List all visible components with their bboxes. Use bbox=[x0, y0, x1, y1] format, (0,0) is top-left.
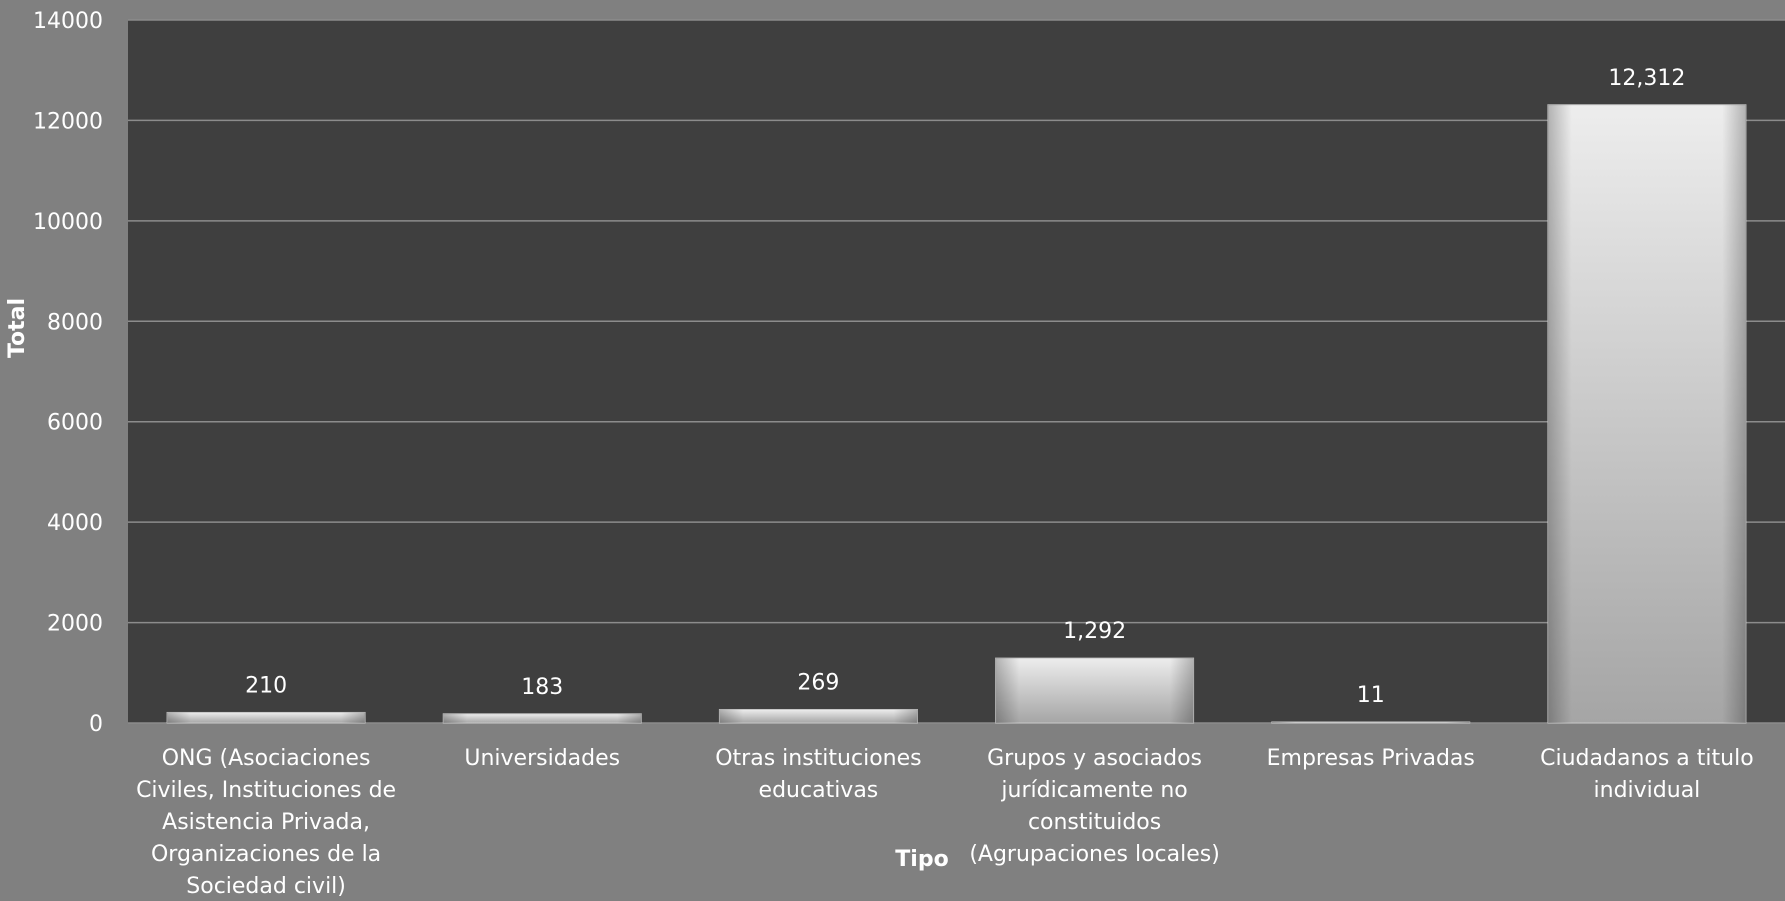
bar bbox=[166, 711, 366, 724]
y-tick-label: 4000 bbox=[47, 511, 103, 536]
x-tick-label: Grupos y asociados jurídicamente no consti… bbox=[969, 746, 1219, 867]
y-tick-label: 14000 bbox=[33, 9, 103, 34]
x-axis-title: Tipo bbox=[895, 847, 948, 872]
x-tick-label-line: Asistencia Privada, bbox=[162, 810, 370, 835]
x-tick-label: Empresas Privadas bbox=[1267, 746, 1475, 771]
data-label: 210 bbox=[245, 673, 287, 698]
y-axis-ticks: 0 2000 4000 6000 8000 10000 12000 14000 bbox=[33, 9, 103, 737]
bar-shading bbox=[719, 709, 918, 723]
data-label: 12,312 bbox=[1608, 66, 1685, 91]
y-axis-title: Total bbox=[5, 298, 30, 358]
data-label: 269 bbox=[797, 670, 839, 695]
x-axis-categories: ONG (Asociaciones Civiles, Instituciones … bbox=[136, 746, 1754, 899]
x-tick-label-line: jurídicamente no bbox=[1000, 778, 1187, 803]
bar-shading bbox=[1271, 722, 1470, 723]
bar bbox=[718, 708, 918, 724]
x-tick-label-line: Organizaciones de la bbox=[151, 842, 381, 867]
y-tick-label: 10000 bbox=[33, 210, 103, 235]
y-tick-label: 0 bbox=[89, 712, 103, 737]
bars bbox=[166, 104, 1747, 724]
bar-shading bbox=[1547, 104, 1746, 723]
y-tick-label: 12000 bbox=[33, 109, 103, 134]
x-tick-label: Otras instituciones educativas bbox=[715, 746, 921, 803]
x-tick-label: Ciudadanos a titulo individual bbox=[1540, 746, 1754, 803]
bar-shading bbox=[167, 712, 366, 723]
x-tick-label-line: Universidades bbox=[464, 746, 620, 771]
x-tick-label-line: constituidos bbox=[1028, 810, 1161, 835]
y-tick-label: 8000 bbox=[47, 310, 103, 335]
x-tick-label-line: Civiles, Instituciones de bbox=[136, 778, 396, 803]
bar bbox=[1271, 721, 1471, 724]
x-tick-label-line: ONG (Asociaciones bbox=[162, 746, 371, 771]
data-label: 183 bbox=[521, 675, 563, 700]
y-tick-label: 2000 bbox=[47, 612, 103, 637]
data-label: 11 bbox=[1357, 683, 1385, 708]
x-tick-label-line: Ciudadanos a titulo bbox=[1540, 746, 1754, 771]
x-tick-label-line: individual bbox=[1594, 778, 1701, 803]
bar bbox=[995, 657, 1195, 724]
data-labels: 210 183 269 1,292 11 12,312 bbox=[245, 66, 1685, 708]
x-tick-label: ONG (Asociaciones Civiles, Instituciones … bbox=[136, 746, 396, 899]
x-tick-label-line: (Agrupaciones locales) bbox=[969, 842, 1219, 867]
x-tick-label-line: Sociedad civil) bbox=[186, 874, 346, 899]
bar-shading bbox=[995, 658, 1194, 723]
x-tick-label-line: Grupos y asociados bbox=[987, 746, 1202, 771]
plot-area bbox=[128, 20, 1785, 723]
x-tick-label-line: educativas bbox=[759, 778, 879, 803]
gridlines bbox=[128, 19, 1785, 724]
x-tick-label: Universidades bbox=[464, 746, 620, 771]
data-label: 1,292 bbox=[1063, 619, 1126, 644]
bar bbox=[442, 713, 642, 724]
x-tick-label-line: Otras instituciones bbox=[715, 746, 921, 771]
x-tick-label-line: Empresas Privadas bbox=[1267, 746, 1475, 771]
bar bbox=[1547, 104, 1747, 724]
bar-shading bbox=[443, 713, 642, 723]
y-tick-label: 6000 bbox=[47, 411, 103, 436]
